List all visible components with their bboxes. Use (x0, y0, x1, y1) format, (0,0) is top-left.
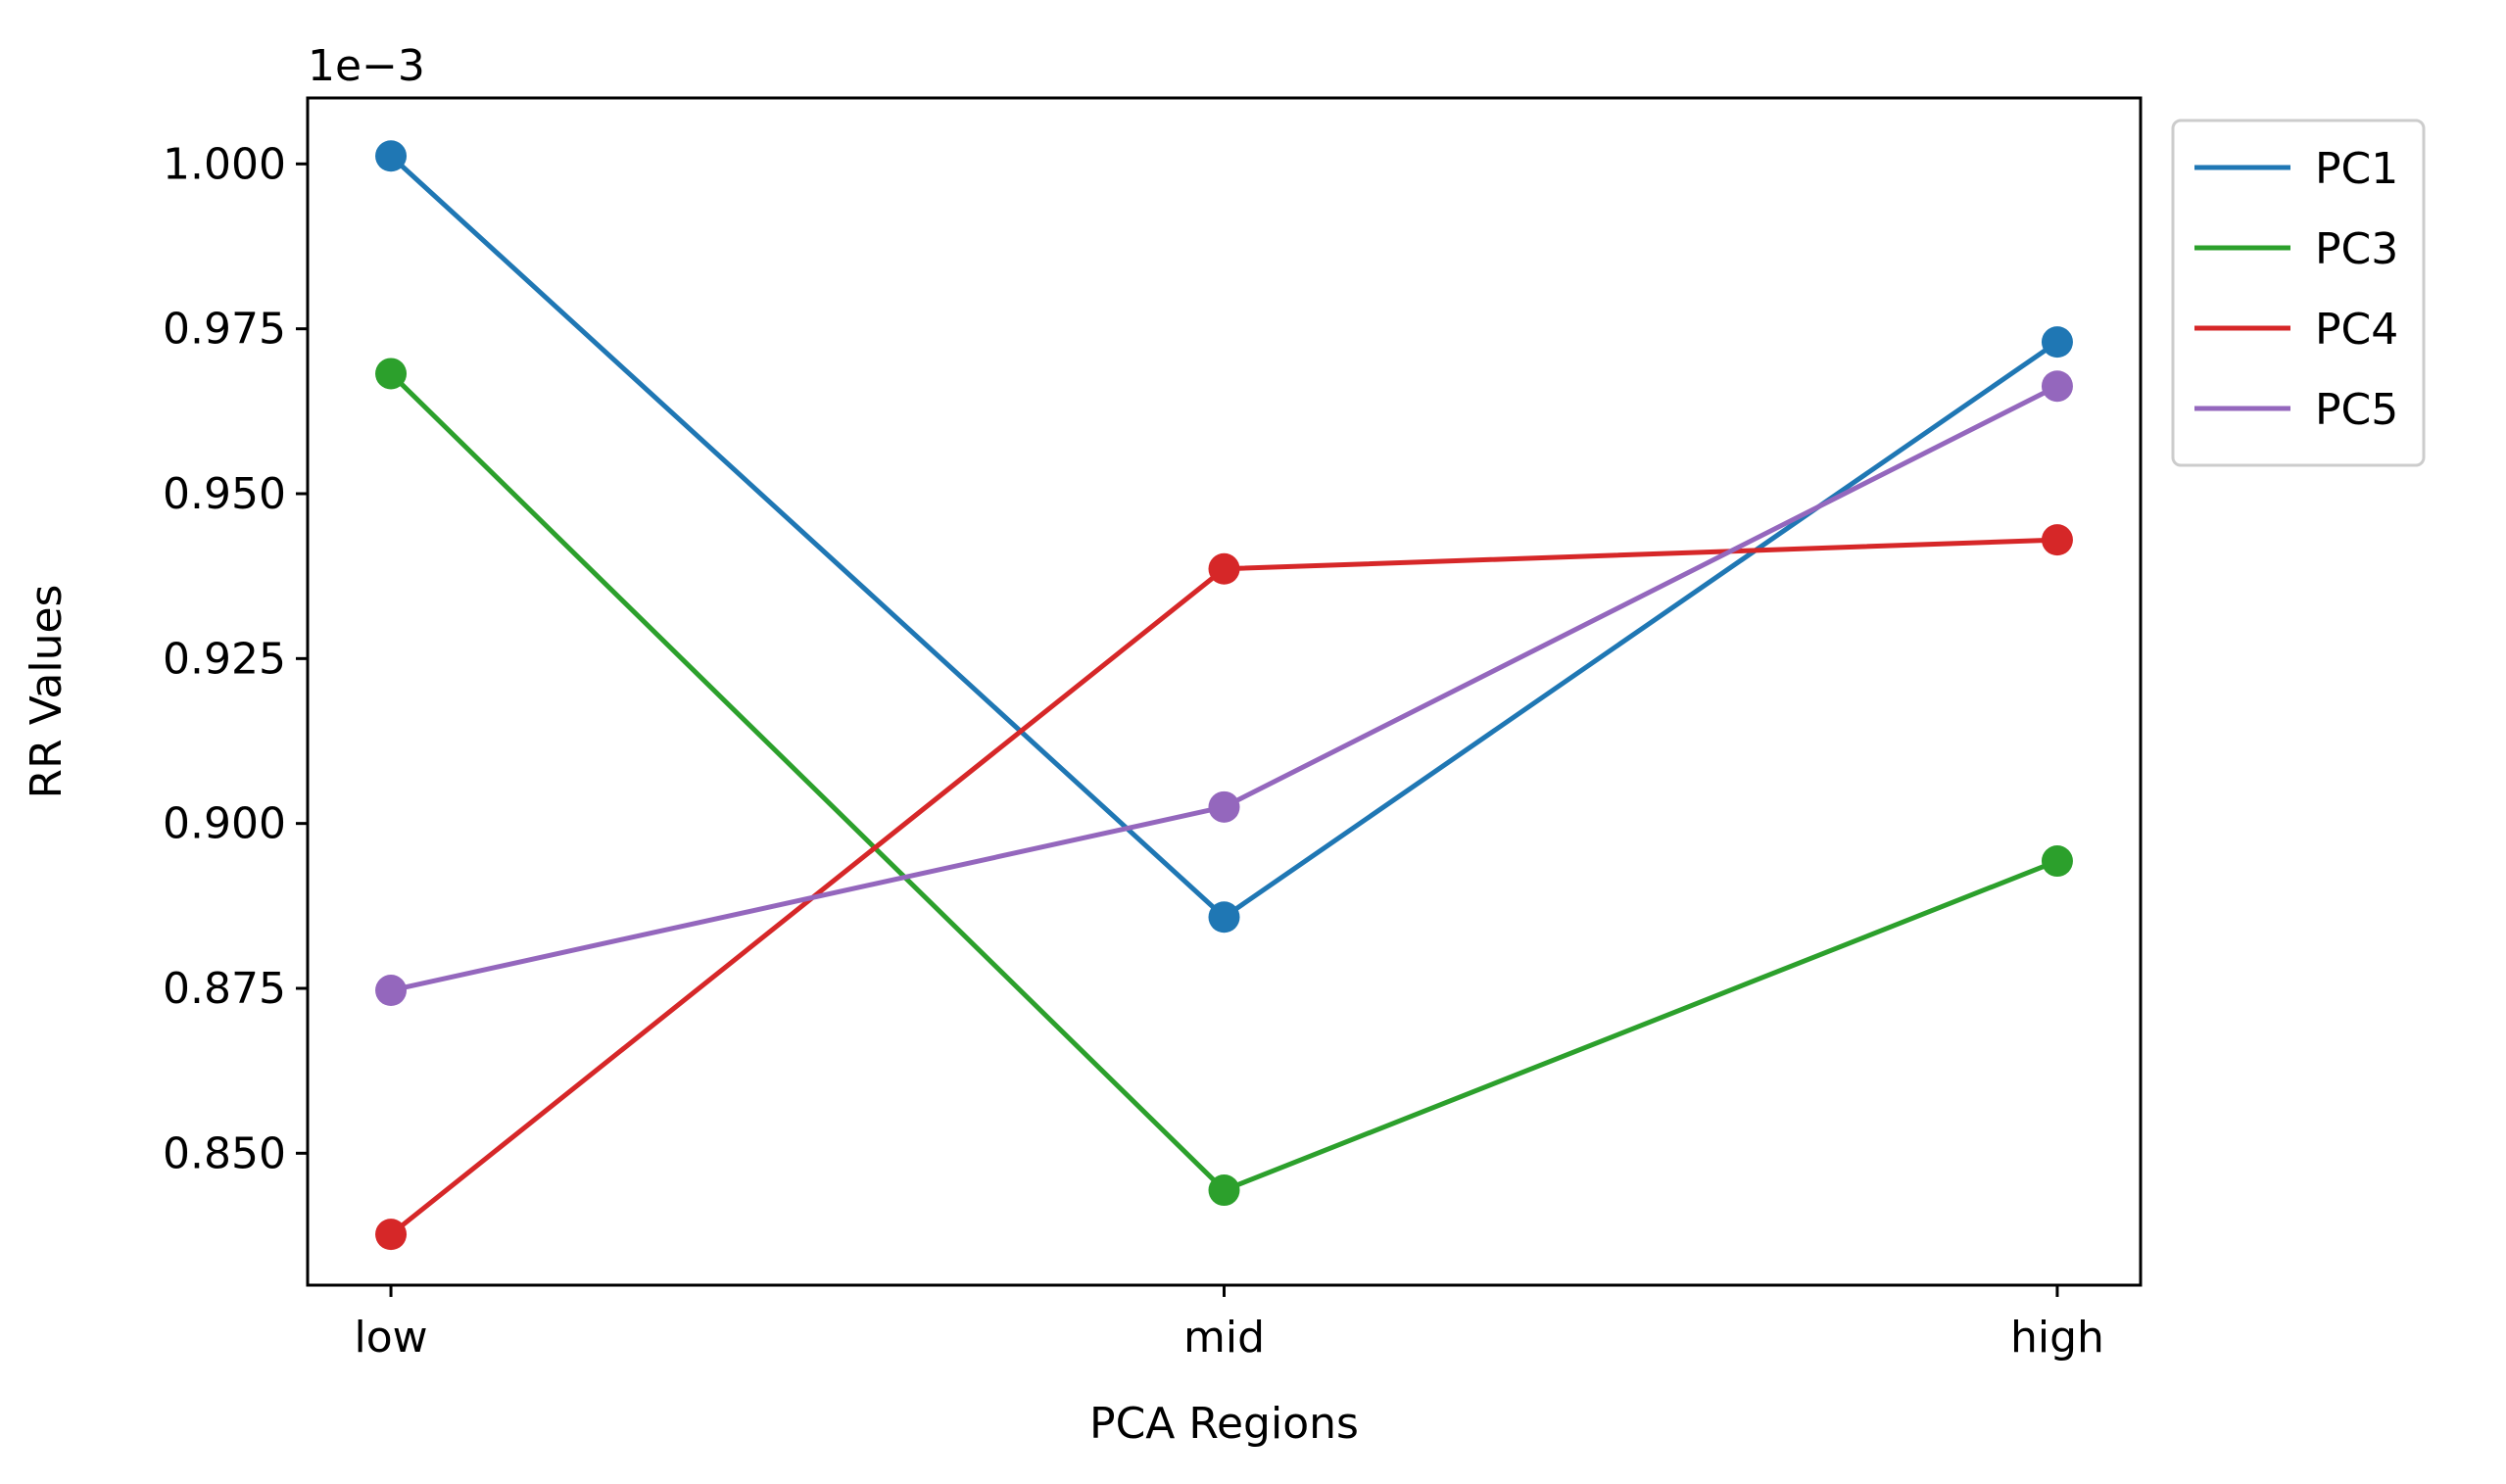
y-tick-label: 0.950 (163, 469, 286, 519)
data-point (1208, 790, 1240, 823)
data-point (375, 975, 408, 1007)
y-tick-label: 1.000 (163, 139, 286, 189)
y-tick-label: 0.900 (163, 799, 286, 849)
data-point (2041, 370, 2073, 403)
y-tick-label: 0.875 (163, 964, 286, 1014)
x-axis: low mid high (354, 1285, 2104, 1363)
y-tick-label: 0.850 (163, 1128, 286, 1178)
data-point (1208, 1174, 1240, 1207)
data-point (2041, 845, 2073, 878)
x-axis-label: PCA Regions (1089, 1399, 1359, 1449)
legend-label: PC5 (2315, 385, 2398, 435)
legend-box (2171, 119, 2426, 467)
series-pc4 (375, 524, 2073, 1251)
series-pc1 (375, 140, 2073, 933)
legend: PC1 PC3 PC4 PC5 (2171, 119, 2426, 467)
series-pc3 (375, 358, 2073, 1207)
data-point (375, 140, 408, 172)
plot-area (375, 140, 2073, 1251)
series-pc5 (375, 370, 2073, 1007)
data-point (375, 358, 408, 390)
x-tick-label: mid (1183, 1313, 1265, 1363)
legend-label: PC1 (2315, 144, 2398, 194)
y-axis: 0.850 0.875 0.900 0.925 0.950 0.975 1.000 (163, 139, 308, 1178)
data-point (2041, 524, 2073, 556)
x-tick-label: high (2010, 1313, 2104, 1363)
legend-label: PC4 (2315, 305, 2398, 355)
y-tick-label: 0.975 (163, 305, 286, 355)
legend-label: PC3 (2315, 224, 2398, 274)
data-point (375, 1219, 408, 1251)
data-point (2041, 326, 2073, 359)
data-point (1208, 901, 1240, 933)
y-tick-label: 0.925 (163, 634, 286, 684)
y-axis-offset-label: 1e−3 (308, 41, 425, 91)
data-point (1208, 552, 1240, 585)
y-axis-label: RR Values (22, 585, 72, 799)
x-tick-label: low (354, 1313, 427, 1363)
